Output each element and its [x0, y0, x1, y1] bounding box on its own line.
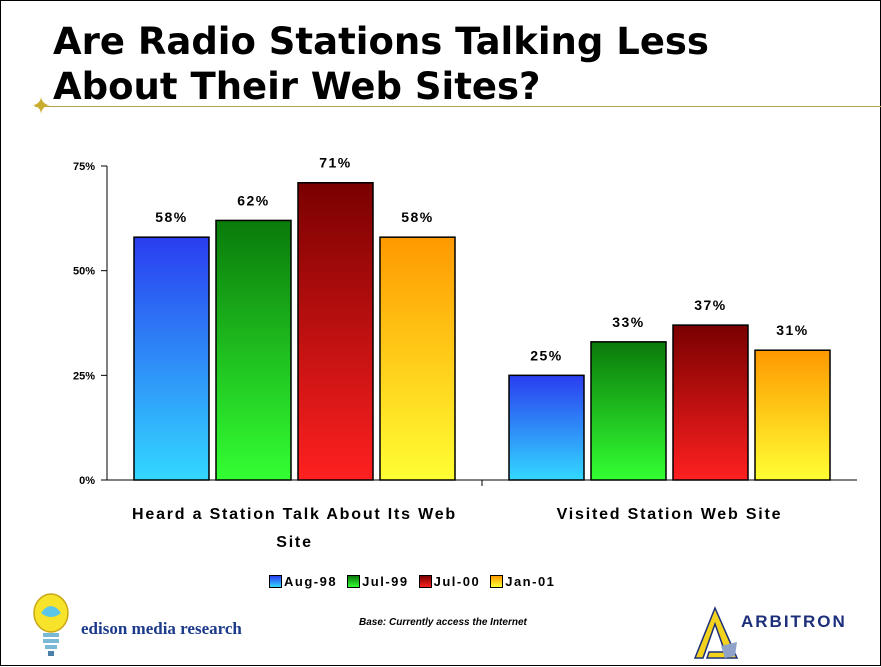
bar-jul-00	[672, 324, 749, 481]
y-tick-label: 50%	[73, 266, 95, 278]
y-tick-label: 0%	[79, 475, 95, 487]
data-label: 58%	[401, 209, 434, 225]
legend-label: Jul-00	[433, 574, 481, 589]
legend-swatch	[490, 575, 504, 588]
base-note: Base: Currently access the Internet	[359, 617, 527, 628]
data-label: 33%	[612, 314, 645, 330]
legend-swatch	[347, 575, 361, 588]
data-label: 31%	[776, 322, 809, 338]
data-label: 58%	[155, 209, 188, 225]
arbitron-logo: ARBITRON	[689, 606, 874, 661]
arbitron-a-icon	[693, 606, 739, 659]
bar-aug-98	[133, 236, 210, 481]
bar-jan-01	[379, 236, 456, 481]
legend-label: Jan-01	[505, 574, 556, 589]
bar-aug-98	[508, 374, 585, 481]
data-label: 62%	[237, 192, 270, 208]
lightbulb-icon	[33, 593, 69, 656]
y-tick-label: 25%	[73, 370, 95, 382]
data-label: 37%	[694, 297, 727, 313]
bar-jul-99	[590, 341, 667, 481]
chart-legend: Aug-98 Jul-99 Jul-00 Jan-01	[269, 574, 555, 589]
legend-label: Jul-99	[362, 574, 409, 589]
legend-item: Jul-99	[347, 574, 409, 589]
legend-item: Jan-01	[490, 574, 555, 589]
legend-swatch	[269, 575, 282, 588]
bar-jul-00	[297, 181, 374, 481]
legend-swatch	[418, 575, 432, 588]
category-label: Site	[276, 534, 313, 551]
y-tick-label: 75%	[73, 161, 95, 173]
bar-jul-99	[215, 219, 292, 481]
bar-jan-01	[754, 349, 831, 481]
legend-item: Aug-98	[269, 574, 337, 589]
edison-logo-text: edison media research	[81, 619, 242, 638]
page-title: Are Radio Stations Talking Less About Th…	[53, 19, 833, 109]
title-divider	[35, 106, 881, 107]
data-label: 25%	[530, 347, 563, 363]
sparkle-icon: ✦	[31, 93, 52, 120]
category-label: Visited Station Web Site	[557, 506, 783, 523]
edison-media-research-logo: edison media research	[29, 591, 289, 661]
legend-label: Aug-98	[284, 574, 338, 589]
data-label: 71%	[319, 155, 352, 171]
title-line-2: About Their Web Sites?	[53, 65, 541, 108]
category-label: Heard a Station Talk About Its Web	[132, 506, 457, 523]
arbitron-logo-text: ARBITRON	[741, 612, 847, 631]
legend-item: Jul-00	[418, 574, 481, 589]
title-line-1: Are Radio Stations Talking Less	[53, 20, 709, 63]
